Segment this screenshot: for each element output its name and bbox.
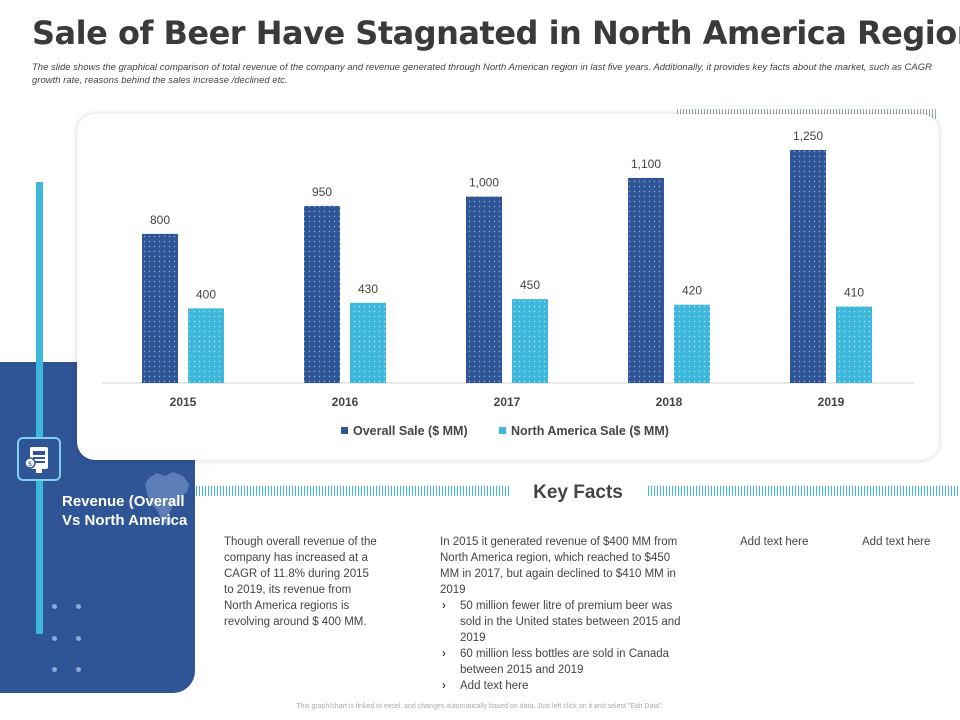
north-america-map-icon <box>145 472 189 526</box>
key-fact-col2: In 2015 it generated revenue of $400 MM … <box>440 534 690 694</box>
bar-overall-2018 <box>628 177 664 383</box>
x-tick-label: 2017 <box>494 395 521 409</box>
data-label: 1,250 <box>793 129 823 143</box>
panel-label: Revenue (Overall Vs North America <box>62 493 188 529</box>
legend-label: Overall Sale ($ MM) <box>353 424 468 438</box>
chart-card: 800 400 2015 950 430 2016 1,000 450 2017 1,100 420… <box>77 114 939 460</box>
page-title: Sale of Beer Have Stagnated in North Ame… <box>32 14 960 52</box>
data-label: 450 <box>520 278 540 292</box>
page-subtitle: The slide shows the graphical comparison… <box>32 62 932 86</box>
key-fact-bullet: 60 million less bottles are sold in Cana… <box>440 646 690 678</box>
data-label: 400 <box>196 287 216 301</box>
bar-chart: 800 400 2015 950 430 2016 1,000 450 2017 1,100 420… <box>102 129 914 438</box>
x-tick-label: 2015 <box>170 395 197 409</box>
bar-north-america-2015 <box>188 308 224 383</box>
x-tick-label: 2019 <box>818 395 845 409</box>
data-label: 800 <box>150 213 170 227</box>
accent-line <box>36 182 43 634</box>
bar-north-america-2017 <box>512 299 548 383</box>
data-label: 1,100 <box>631 157 661 171</box>
key-facts-title: Key Facts <box>533 482 623 503</box>
x-tick-label: 2018 <box>656 395 683 409</box>
key-fact-col4[interactable]: Add text here <box>862 536 931 548</box>
beer-dispenser-icon: $ <box>17 437 61 481</box>
key-fact-col3[interactable]: Add text here <box>740 536 809 548</box>
data-label: 420 <box>682 284 702 298</box>
key-fact-bullet: Add text here <box>440 678 690 694</box>
decorative-hatch-left <box>196 486 510 496</box>
data-label: 410 <box>844 286 864 300</box>
legend-swatch <box>341 427 348 434</box>
bar-overall-2017 <box>466 196 502 383</box>
bar-overall-2019 <box>790 149 826 383</box>
legend-swatch <box>499 427 506 434</box>
legend-label: North America Sale ($ MM) <box>511 424 669 438</box>
bar-north-america-2019 <box>836 306 872 383</box>
footer-note: This graph/chart is linked to excel, and… <box>296 703 664 710</box>
data-label: 1,000 <box>469 176 499 190</box>
x-tick-label: 2016 <box>332 395 359 409</box>
bar-north-america-2018 <box>674 304 710 383</box>
svg-text:$: $ <box>28 460 32 468</box>
bar-north-america-2016 <box>350 302 386 383</box>
key-fact-col2-intro: In 2015 it generated revenue of $400 MM … <box>440 536 678 596</box>
data-label: 430 <box>358 282 378 296</box>
bar-overall-2015 <box>142 233 178 383</box>
key-fact-bullet: 50 million fewer litre of premium beer w… <box>440 598 690 646</box>
chart-legend: Overall Sale ($ MM) North America Sale ($… <box>341 424 669 438</box>
bar-overall-2016 <box>304 205 340 383</box>
data-label: 950 <box>312 185 332 199</box>
decorative-hatch-right <box>648 486 958 496</box>
key-fact-col1: Though overall revenue of the company ha… <box>224 536 377 628</box>
